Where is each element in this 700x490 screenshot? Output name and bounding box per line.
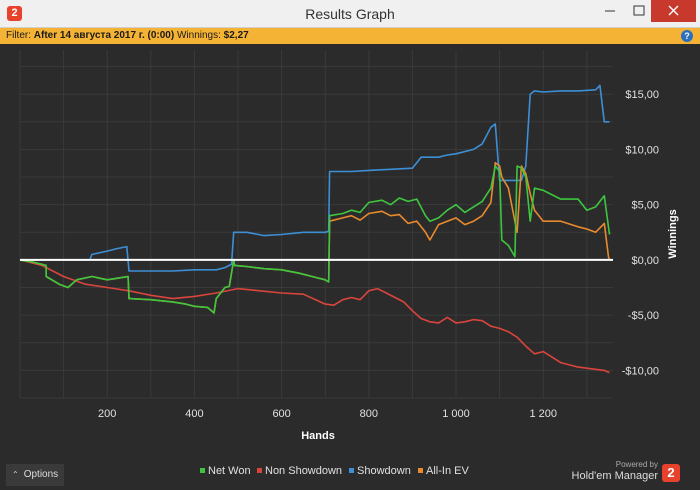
- y-ticks: $15,00 $10,00 $5,00 $0,00 -$5,00 -$10,00: [622, 89, 659, 377]
- legend-label-non-showdown: Non Showdown: [265, 465, 343, 477]
- close-icon: [668, 5, 679, 16]
- title-bar: 2 Results Graph: [0, 0, 700, 28]
- x-tick-label: 200: [98, 408, 116, 420]
- grid: [19, 50, 613, 399]
- legend-label-all-in-ev: All-In EV: [426, 465, 469, 477]
- x-axis-label: Hands: [301, 430, 335, 442]
- filter-summary: Filter: After 14 августа 2017 г. (0:00) …: [6, 30, 249, 41]
- x-tick-label: 1 200: [529, 408, 557, 420]
- series-line-showdown: [20, 84, 610, 272]
- x-tick-label: 600: [272, 408, 290, 420]
- winnings-label: Winnings:: [176, 30, 221, 41]
- chart-background: [0, 44, 700, 460]
- brand-logo-icon: 2: [662, 464, 680, 482]
- options-label: Options: [23, 469, 59, 480]
- maximize-button[interactable]: [624, 0, 654, 22]
- filter-label: Filter:: [6, 30, 31, 41]
- results-chart: 200 400 600 800 1 000 1 200 $15,00 $10,00 $5,00…: [0, 44, 700, 460]
- x-tick-label: 400: [185, 408, 203, 420]
- legend-label-showdown: Showdown: [357, 465, 411, 477]
- footer-bar: ⌃ Options Net Won Non Showdown Showdown A…: [0, 460, 700, 490]
- powered-by-label: Powered by: [615, 460, 658, 469]
- legend-swatch-all-in-ev: [418, 468, 423, 473]
- minimize-icon: [605, 10, 615, 12]
- legend-label-net-won: Net Won: [208, 465, 251, 477]
- y-tick-label: $15,00: [625, 89, 659, 101]
- legend-swatch-non-showdown: [257, 468, 262, 473]
- legend-swatch-showdown: [349, 468, 354, 473]
- help-icon[interactable]: ?: [681, 30, 693, 42]
- y-tick-label: -$10,00: [622, 365, 659, 377]
- y-tick-label: $10,00: [625, 144, 659, 156]
- chevron-up-icon: ⌃: [12, 470, 19, 479]
- filter-value: After 14 августа 2017 г. (0:00): [33, 30, 175, 41]
- x-tick-label: 1 000: [442, 408, 470, 420]
- app-logo-icon: 2: [7, 6, 22, 21]
- y-tick-label: $0,00: [631, 255, 659, 267]
- legend-swatch-net-won: [200, 468, 205, 473]
- y-axis-label: Winnings: [667, 209, 679, 258]
- options-button[interactable]: ⌃ Options: [6, 464, 64, 486]
- maximize-icon: [633, 5, 645, 16]
- brand-name: Hold'em Manager: [571, 470, 658, 482]
- winnings-value: $2,27: [223, 30, 249, 41]
- x-tick-label: 800: [360, 408, 378, 420]
- series-group: [19, 84, 611, 374]
- series-line-net-won: [19, 165, 611, 314]
- y-tick-label: -$5,00: [628, 310, 659, 322]
- close-button[interactable]: [651, 0, 696, 22]
- filter-bar: Filter: After 14 августа 2017 г. (0:00) …: [0, 28, 700, 44]
- series-line-non-showdown: [19, 259, 610, 374]
- minimize-button[interactable]: [595, 0, 625, 22]
- results-chart-svg: 200 400 600 800 1 000 1 200 $15,00 $10,00 $5,00…: [0, 44, 700, 460]
- y-tick-label: $5,00: [631, 200, 659, 212]
- x-ticks: 200 400 600 800 1 000 1 200: [98, 408, 557, 420]
